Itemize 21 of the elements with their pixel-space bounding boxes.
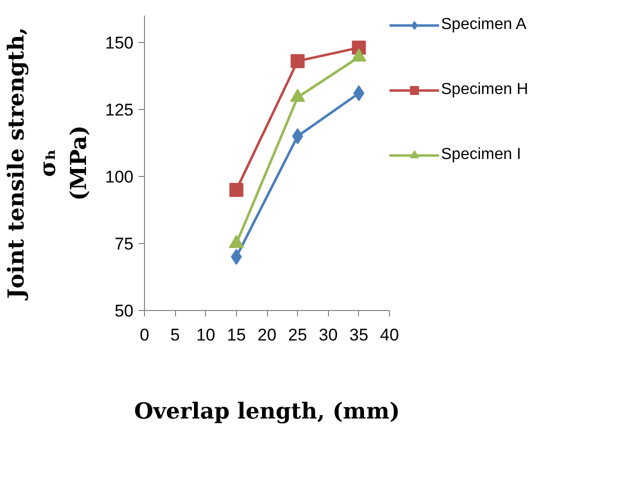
legend-label: Specimen I bbox=[441, 146, 522, 164]
x-tick-label: 40 bbox=[380, 326, 399, 344]
x-tick-label: 5 bbox=[170, 326, 180, 344]
y-tick-label: 50 bbox=[114, 302, 134, 320]
legend-label: Specimen H bbox=[441, 81, 528, 99]
point bbox=[229, 182, 244, 197]
x-tick-label: 30 bbox=[318, 326, 338, 344]
y-axis-title: Joint tensile strength, σₕ (MPa) bbox=[4, 27, 92, 301]
x-tick-label: 10 bbox=[196, 326, 216, 344]
x-tick-label: 20 bbox=[258, 326, 276, 344]
y-tick-label: 125 bbox=[105, 100, 134, 120]
y-tick-label: 75 bbox=[114, 234, 134, 254]
legend-label: Specimen A bbox=[441, 16, 526, 34]
x-tick-label: 0 bbox=[140, 326, 150, 344]
x-axis-title: Overlap length, (mm) bbox=[134, 398, 400, 424]
y-tick-label: 150 bbox=[105, 33, 134, 52]
x-tick-label: 25 bbox=[288, 326, 308, 344]
y-tick-label: 100 bbox=[105, 167, 134, 186]
x-tick-label: 35 bbox=[349, 326, 368, 344]
point bbox=[290, 54, 305, 68]
x-tick-label: 15 bbox=[226, 326, 246, 344]
